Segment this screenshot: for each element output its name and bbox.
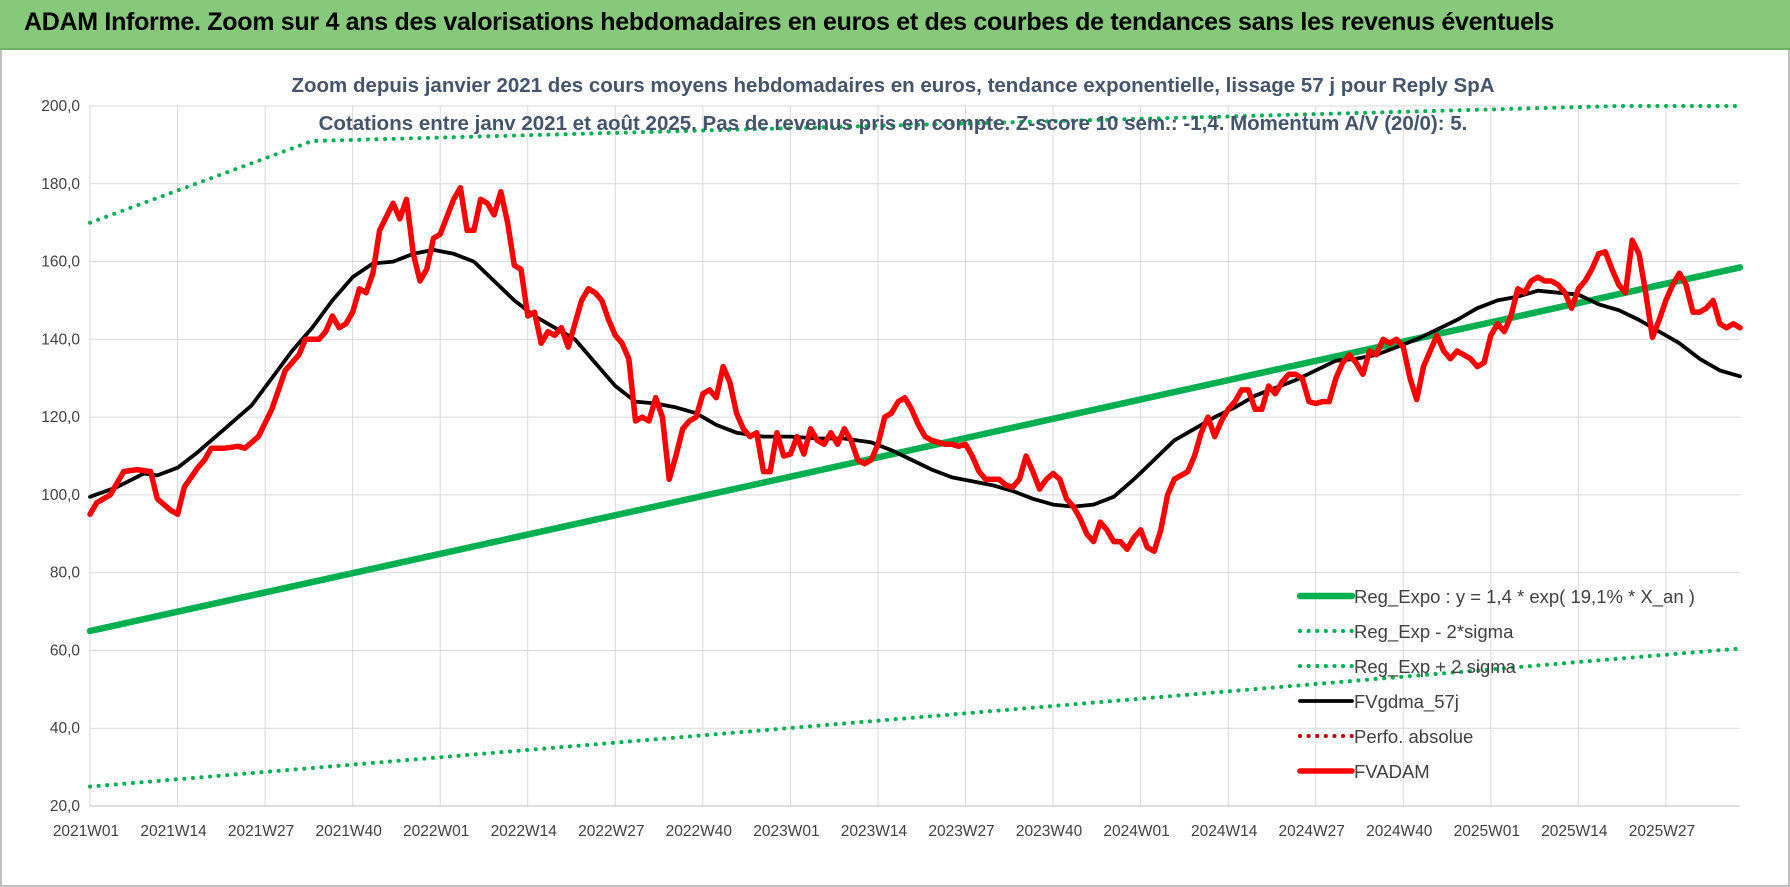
legend-label: Reg_Exp - 2*sigma bbox=[1354, 621, 1514, 643]
x-tick-label: 2023W27 bbox=[928, 823, 994, 840]
chart-title: Zoom depuis janvier 2021 des cours moyen… bbox=[291, 74, 1494, 97]
legend-label: Reg_Expo : y = 1,4 * exp( 19,1% * X_an ) bbox=[1354, 586, 1695, 608]
x-tick-label: 2025W27 bbox=[1629, 823, 1695, 840]
series-line-3 bbox=[88, 247, 1742, 509]
gridlines bbox=[89, 105, 1740, 807]
x-tick-label: 2025W14 bbox=[1541, 823, 1608, 840]
y-tick-label: 200,0 bbox=[41, 98, 80, 115]
legend-label: Perfo. absolue bbox=[1354, 726, 1473, 747]
y-tick-label: 120,0 bbox=[41, 409, 80, 426]
x-tick-label: 2023W40 bbox=[1016, 823, 1083, 840]
x-tick-label: 2024W01 bbox=[1103, 823, 1169, 840]
legend: Reg_Expo : y = 1,4 * exp( 19,1% * X_an )… bbox=[1296, 586, 1695, 782]
x-tick-label: 2024W27 bbox=[1279, 823, 1345, 840]
series-line-1 bbox=[88, 646, 1742, 789]
series-line-5 bbox=[87, 184, 1743, 555]
chart-subtitle: Cotations entre janv 2021 et août 2025. … bbox=[319, 112, 1468, 135]
x-tick-label: 2021W27 bbox=[228, 823, 294, 840]
y-tick-label: 140,0 bbox=[41, 331, 80, 348]
x-tick-label: 2022W40 bbox=[666, 823, 733, 840]
x-tick-label: 2022W01 bbox=[403, 823, 469, 840]
y-axis: 200,0 180,0 160,0 140,0 120,0 100,0 80,0 60,0 40… bbox=[41, 98, 80, 815]
x-tick-label: 2025W01 bbox=[1454, 823, 1520, 840]
y-tick-label: 40,0 bbox=[50, 720, 81, 737]
series-line-0 bbox=[86, 264, 1744, 635]
x-tick-label: 2023W14 bbox=[841, 823, 908, 840]
header-bar: ADAM Informe. Zoom sur 4 ans des valoris… bbox=[0, 0, 1790, 50]
x-tick-label: 2021W40 bbox=[315, 823, 382, 840]
y-tick-label: 180,0 bbox=[41, 176, 80, 193]
y-tick-label: 160,0 bbox=[41, 254, 80, 271]
x-tick-label: 2024W40 bbox=[1366, 823, 1433, 840]
x-tick-label: 2022W27 bbox=[578, 823, 644, 840]
header-title: ADAM Informe. Zoom sur 4 ans des valoris… bbox=[24, 8, 1554, 36]
y-tick-label: 80,0 bbox=[50, 565, 81, 582]
y-tick-label: 60,0 bbox=[50, 642, 81, 659]
y-tick-label: 100,0 bbox=[41, 487, 80, 504]
y-tick-label: 20,0 bbox=[50, 798, 81, 815]
x-tick-label: 2023W01 bbox=[753, 823, 819, 840]
series-lines bbox=[86, 104, 1744, 789]
x-tick-label: 2024W14 bbox=[1191, 823, 1258, 840]
x-axis: 2021W01 2021W14 2021W27 2021W40 2022W01 2022W… bbox=[53, 823, 1695, 840]
x-tick-label: 2021W01 bbox=[53, 823, 119, 840]
legend-label: FVgdma_57j bbox=[1354, 691, 1459, 713]
x-tick-label: 2022W14 bbox=[491, 823, 558, 840]
legend-label: FVADAM bbox=[1354, 761, 1430, 782]
x-tick-label: 2021W14 bbox=[140, 823, 207, 840]
legend-label: Reg_Exp + 2 sigma bbox=[1354, 656, 1517, 678]
